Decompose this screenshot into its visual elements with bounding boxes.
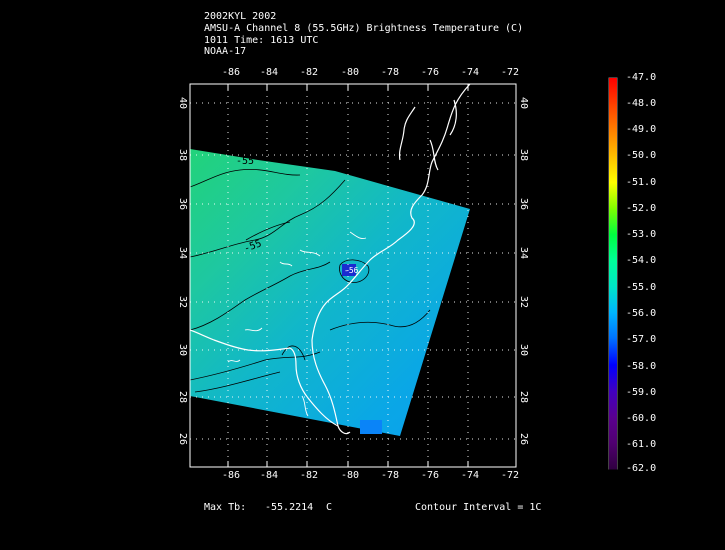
lon-tick-bottom: -76: [421, 470, 440, 481]
colorbar-label: -53.0: [626, 229, 657, 240]
lon-tick-top: -82: [300, 67, 319, 78]
colorbar-segment: [609, 234, 617, 261]
title-line-2: AMSU-A Channel 8 (55.5GHz) Brightness Te…: [204, 23, 524, 34]
cold-spot: [342, 264, 356, 276]
lon-tick-bottom: -84: [260, 470, 279, 481]
lon-tick-bottom: -72: [501, 470, 520, 481]
colorbar-segment: [609, 130, 617, 157]
colorbar-label: -47.0: [626, 72, 657, 83]
lat-tick-right: 32: [518, 295, 530, 309]
lon-tick-bottom: -82: [300, 470, 319, 481]
colorbar-segment: [609, 364, 617, 392]
colorbar-segment: [609, 338, 617, 366]
colorbar-segment: [609, 312, 617, 340]
lat-tick-left: 34: [177, 246, 189, 260]
colorbar-label: -58.0: [626, 361, 657, 372]
contour-label: -56: [344, 266, 359, 275]
lat-tick-right: 30: [518, 343, 530, 357]
colorbar-label: -54.0: [626, 255, 657, 266]
colorbar-label: -55.0: [626, 282, 657, 293]
lat-tick-left: 26: [177, 432, 189, 446]
colorbar-segment: [609, 442, 617, 470]
max-tb-value: -55.2214: [265, 502, 314, 513]
lon-tick-bottom: -74: [461, 470, 480, 481]
colorbar-segment: [609, 104, 617, 131]
lat-tick-left: 40: [177, 96, 189, 110]
colorbar-segment: [609, 286, 617, 314]
colorbar-segment: [609, 208, 617, 235]
lon-tick-top: -78: [381, 67, 400, 78]
lon-tick-top: -86: [222, 67, 241, 78]
colorbar-segment: [609, 182, 617, 209]
lon-tick-top: -74: [461, 67, 480, 78]
lat-tick-left: 32: [177, 295, 189, 309]
lat-tick-right: 40: [518, 96, 530, 110]
lat-tick-right: 38: [518, 148, 530, 162]
colorbar-label: -48.0: [626, 98, 657, 109]
title-line-3: 1011 Time: 1613 UTC: [204, 35, 319, 46]
lat-lon-grid: [190, 84, 516, 467]
lat-tick-right: 36: [518, 197, 530, 211]
lon-tick-bottom: -78: [381, 470, 400, 481]
lat-tick-left: 30: [177, 343, 189, 357]
colorbar-label: -59.0: [626, 387, 657, 398]
title-line-4: NOAA-17: [204, 46, 247, 57]
max-tb-label: Max Tb:: [204, 502, 247, 513]
colorbar-label: -62.0: [626, 463, 657, 474]
cold-spot-2: [360, 420, 382, 434]
colorbar-segment: [609, 78, 617, 105]
lat-tick-left: 38: [177, 148, 189, 162]
lon-tick-top: -84: [260, 67, 279, 78]
colorbar-label: -51.0: [626, 177, 657, 188]
colorbar-segment: [609, 416, 617, 444]
lon-tick-top: -80: [341, 67, 360, 78]
colorbar: [609, 78, 617, 470]
colorbar-segment: [609, 260, 617, 288]
colorbar-label: -49.0: [626, 124, 657, 135]
title-line-1: 2002KYL 2002: [204, 11, 277, 22]
colorbar-label: -57.0: [626, 334, 657, 345]
coastline: [190, 84, 471, 435]
lat-tick-left: 36: [177, 197, 189, 211]
contour-label: -55: [236, 156, 255, 167]
lon-tick-bottom: -80: [341, 470, 360, 481]
colorbar-label: -50.0: [626, 150, 657, 161]
colorbar-label: -61.0: [626, 439, 657, 450]
colorbar-segment: [609, 390, 617, 418]
colorbar-label: -60.0: [626, 413, 657, 424]
colorbar-label: -56.0: [626, 308, 657, 319]
lat-tick-right: 34: [518, 246, 530, 260]
brightness-swath: [190, 149, 470, 436]
colorbar-segment: [609, 156, 617, 183]
lat-tick-left: 28: [177, 390, 189, 404]
lon-tick-top: -72: [501, 67, 520, 78]
plot-frame: [189, 83, 517, 468]
max-tb-unit: C: [326, 502, 333, 513]
lat-tick-right: 26: [518, 432, 530, 446]
lon-tick-bottom: -86: [222, 470, 241, 481]
contour-interval: Contour Interval = 1C: [415, 502, 542, 513]
lon-tick-top: -76: [421, 67, 440, 78]
colorbar-label: -52.0: [626, 203, 657, 214]
contour-lines: [190, 168, 431, 393]
lat-tick-right: 28: [518, 390, 530, 404]
